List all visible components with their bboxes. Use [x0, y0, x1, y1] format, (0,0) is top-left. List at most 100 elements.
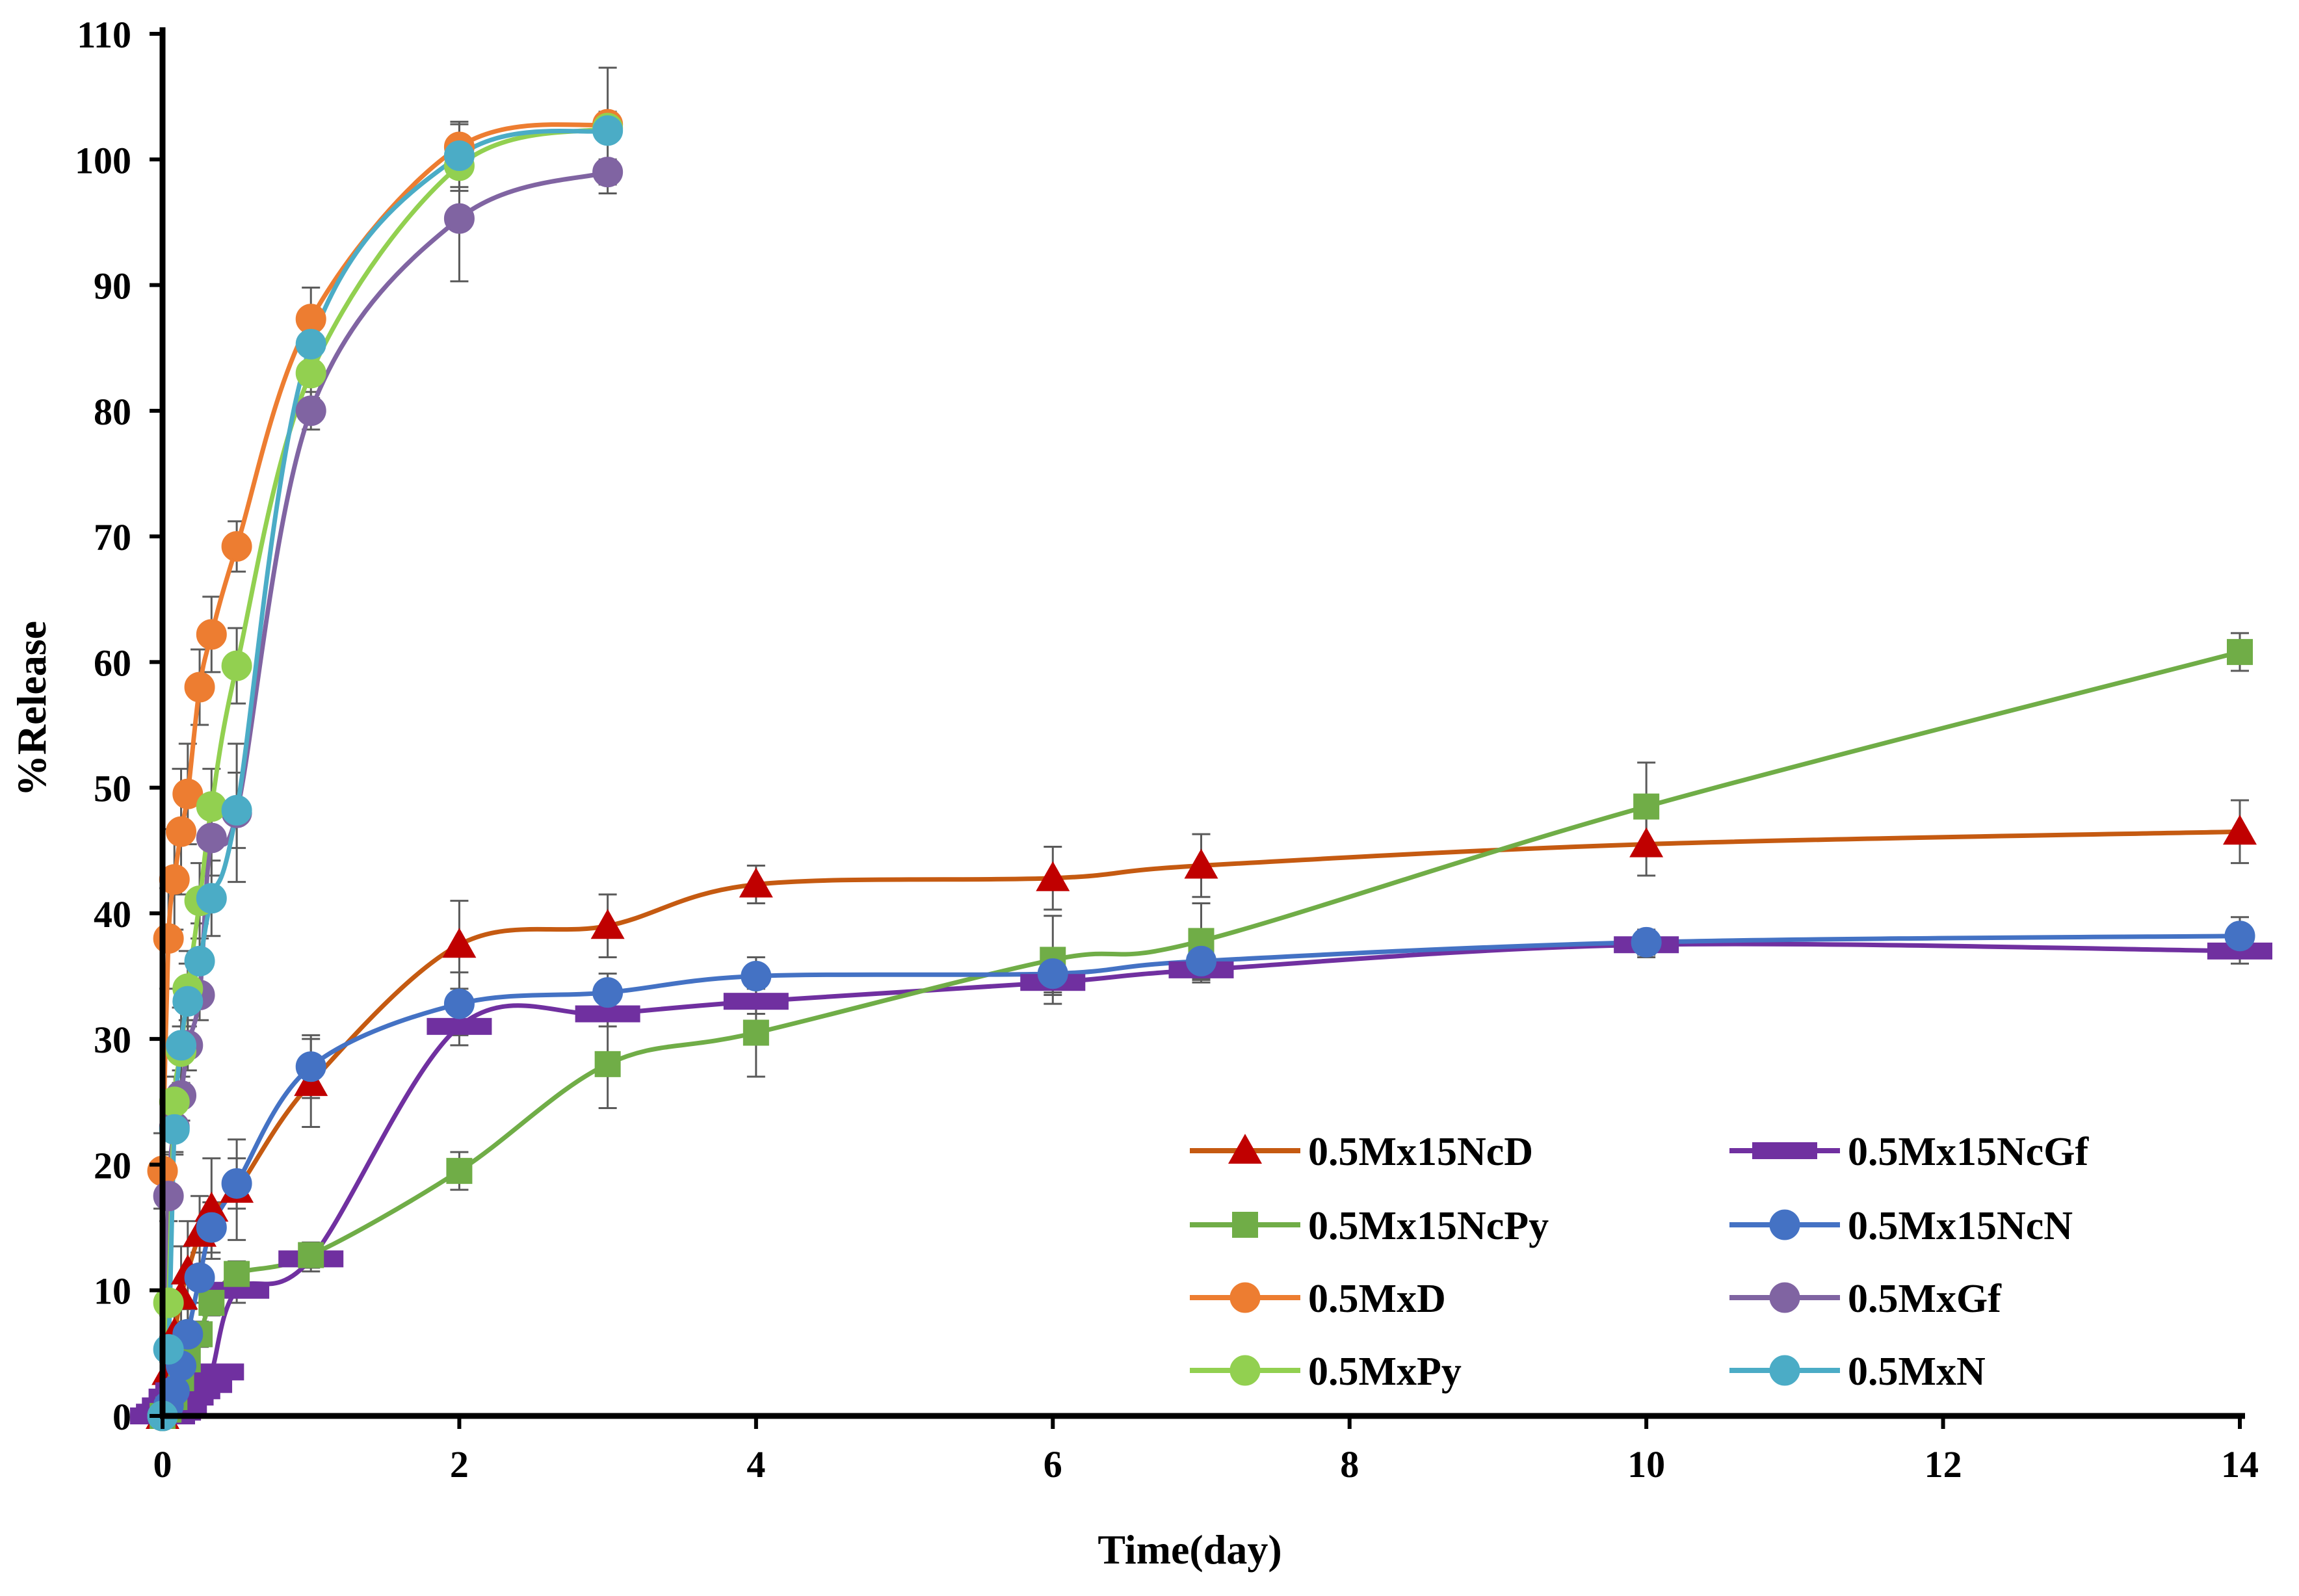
data-point-0-5mx15ncn	[1631, 926, 1662, 958]
data-point-0-5mxpy	[153, 1287, 184, 1318]
legend-label: 0.5Mx15NcPy	[1308, 1204, 1549, 1248]
data-point-0-5mxd	[221, 531, 252, 562]
legend-swatch-marker	[1229, 1355, 1261, 1386]
y-tick-label: 90	[94, 265, 131, 307]
data-point-0-5mxn	[153, 1334, 184, 1365]
legend-entry-0-5mxd: 0.5MxD	[1190, 1277, 1446, 1321]
tick-label-layer: 0 10 20 30 40 50 60 70 80 90 100 110 0 2 4 6 8 10 12 14	[75, 14, 2259, 1485]
data-point-0-5mx15ncpy	[446, 1158, 473, 1184]
data-point-0-5mx15ncn	[2224, 921, 2255, 952]
data-point-0-5mxgf	[592, 157, 624, 188]
data-point-0-5mxpy	[295, 358, 326, 389]
legend-swatch-marker	[1769, 1209, 1800, 1240]
data-point-0-5mxn	[295, 328, 326, 360]
data-point-0-5mxgf	[196, 822, 227, 854]
marker-layer	[130, 109, 2272, 1432]
legend-label: 0.5MxD	[1308, 1277, 1446, 1321]
data-point-0-5mxgf	[153, 1181, 184, 1212]
data-point-0-5mx15ncn	[1186, 945, 1216, 976]
legend-label: 0.5Mx15NcGf	[1848, 1130, 2090, 1174]
series-line-0-5mxgf	[160, 170, 609, 1417]
legend-swatch-marker	[1229, 1282, 1261, 1313]
data-point-0-5mx15ncgf	[575, 1005, 640, 1023]
data-point-0-5mx15ncd	[590, 909, 625, 939]
y-tick-label: 110	[77, 14, 131, 56]
data-point-0-5mxpy	[221, 650, 252, 681]
legend-swatch-marker	[1752, 1142, 1817, 1159]
data-point-0-5mx15ncd	[442, 928, 477, 958]
x-tick-label: 10	[1627, 1443, 1665, 1485]
x-tick-label: 14	[2221, 1443, 2259, 1485]
legend-entry-0-5mxgf: 0.5MxGf	[1729, 1277, 2002, 1321]
data-point-0-5mx15ncd	[2223, 815, 2257, 845]
data-point-0-5mxd	[184, 672, 215, 703]
data-point-0-5mxd	[196, 619, 227, 650]
legend-label: 0.5Mx15NcD	[1308, 1130, 1533, 1174]
x-tick-label: 6	[1044, 1443, 1062, 1485]
y-tick-label: 50	[94, 768, 131, 810]
legend-swatch-marker	[1232, 1212, 1258, 1238]
y-tick-label: 100	[75, 139, 131, 181]
x-tick-label: 4	[746, 1443, 765, 1485]
y-axis-title: %Release	[8, 621, 55, 796]
x-tick-label: 2	[450, 1443, 469, 1485]
data-point-0-5mxd	[153, 923, 184, 954]
data-point-0-5mx15ncgf	[427, 1017, 492, 1035]
x-tick-label: 0	[153, 1443, 172, 1485]
data-point-0-5mx15ncn	[741, 961, 772, 992]
series-line-0-5mx15ncn	[160, 934, 2240, 1417]
data-point-0-5mx15ncpy	[224, 1261, 250, 1287]
legend-entry-0-5mx15ncpy: 0.5Mx15NcPy	[1190, 1204, 1549, 1248]
legend-entry-0-5mx15ncd: 0.5Mx15NcD	[1190, 1130, 1533, 1174]
data-point-0-5mx15ncn	[184, 1262, 215, 1293]
data-point-0-5mx15ncd	[1184, 848, 1218, 879]
y-tick-label: 80	[94, 391, 131, 433]
data-point-0-5mx15ncn	[443, 988, 475, 1019]
data-point-0-5mxn	[172, 986, 204, 1017]
y-tick-label: 20	[94, 1144, 131, 1186]
x-axis-title: Time(day)	[1097, 1526, 1281, 1573]
data-point-0-5mx15ncpy	[742, 1019, 769, 1046]
data-point-0-5mx15ncn	[1037, 958, 1068, 989]
data-point-0-5mx15ncpy	[1633, 793, 1660, 820]
legend-entry-0-5mx15ncgf: 0.5Mx15NcGf	[1729, 1130, 2090, 1174]
data-point-0-5mxn	[196, 883, 227, 914]
data-point-0-5mx15ncpy	[2227, 638, 2253, 665]
legend-entry-0-5mxpy: 0.5MxPy	[1190, 1350, 1462, 1394]
legend-label: 0.5MxN	[1848, 1350, 1986, 1394]
data-point-0-5mx15ncgf	[723, 993, 789, 1010]
data-point-0-5mx15ncd	[1629, 827, 1664, 857]
data-point-0-5mx15ncn	[295, 1051, 326, 1082]
data-point-0-5mx15ncd	[1036, 861, 1070, 891]
data-point-0-5mx15ncn	[196, 1212, 227, 1243]
data-point-0-5mx15ncpy	[198, 1290, 225, 1316]
series-line-0-5mxd	[160, 122, 609, 1171]
data-point-0-5mx15ncn	[221, 1168, 252, 1199]
x-tick-label: 12	[1925, 1443, 1962, 1485]
data-point-0-5mxpy	[196, 791, 227, 822]
data-point-0-5mxgf	[295, 395, 326, 426]
legend-label: 0.5MxGf	[1848, 1277, 2002, 1321]
legend-swatch-marker	[1769, 1282, 1800, 1313]
y-tick-label: 30	[94, 1019, 131, 1061]
x-tick-label: 8	[1340, 1443, 1359, 1485]
legend-swatch-marker	[1228, 1134, 1262, 1164]
data-point-0-5mxd	[166, 816, 197, 847]
legend-swatch-marker	[1769, 1355, 1800, 1386]
data-point-0-5mxgf	[443, 203, 475, 234]
axis-layer	[150, 27, 2245, 1429]
data-point-0-5mx15ncd	[739, 867, 773, 898]
y-tick-label: 10	[94, 1270, 131, 1313]
y-tick-label: 60	[94, 642, 131, 684]
y-tick-label: 0	[112, 1396, 131, 1438]
y-tick-label: 40	[94, 893, 131, 935]
data-point-0-5mxn	[443, 140, 475, 171]
data-point-0-5mx15ncn	[592, 977, 624, 1008]
legend-entry-0-5mxn: 0.5MxN	[1729, 1350, 1986, 1394]
legend-label: 0.5Mx15NcN	[1848, 1204, 2073, 1248]
data-point-0-5mxn	[166, 1030, 197, 1061]
series-line-0-5mx15ncgf	[161, 941, 2240, 1418]
legend-entry-0-5mx15ncn: 0.5Mx15NcN	[1729, 1204, 2073, 1248]
